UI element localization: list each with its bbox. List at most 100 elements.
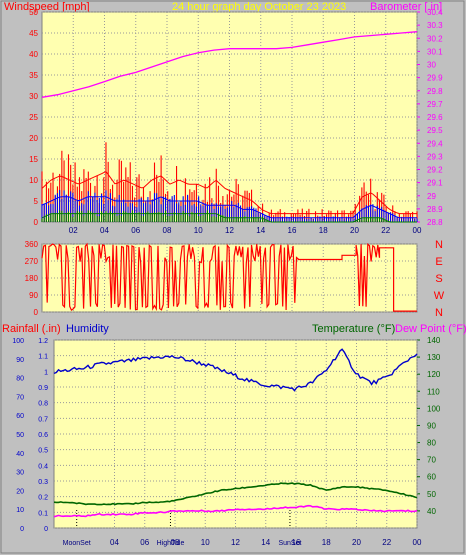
compass-label: N: [435, 307, 443, 319]
temperature-tick: 120: [427, 370, 441, 379]
barometer-tick: 29.7: [427, 100, 443, 109]
windspeed-tick: 10: [29, 176, 38, 185]
humidity-tick: 90: [16, 357, 24, 364]
barometer-tick: 30.4: [427, 8, 443, 17]
barometer-tick: 30.1: [427, 47, 443, 56]
wind-trace: [41, 213, 417, 223]
barometer-tick: 29: [427, 192, 436, 201]
climate-hour-tick: 22: [382, 538, 391, 547]
temperature-axis-title: Temperature (°F): [312, 323, 395, 335]
rainfall-tick: 0.7: [38, 416, 48, 423]
event-markers: MoonSet HighTide SunSet: [63, 510, 301, 547]
humidity-axis-title: Humidity: [66, 323, 109, 335]
barometer-tick: 29.3: [427, 152, 443, 161]
humidity-tick: 30: [16, 470, 24, 477]
direction-degree-tick: 90: [29, 291, 38, 300]
rainfall-tick: 1.1: [38, 354, 48, 361]
humidity-tick: 70: [16, 394, 24, 401]
barometer-tick: 29.1: [427, 179, 443, 188]
barometer-tick: 30.3: [427, 21, 443, 30]
climate-hour-tick: 10: [201, 538, 210, 547]
wind-hour-tick: 02: [69, 226, 78, 235]
compass-label: E: [435, 256, 442, 268]
wind-hour-tick: 16: [288, 226, 297, 235]
direction-degree-tick: 270: [25, 257, 39, 266]
windspeed-tick: 35: [29, 71, 38, 80]
compass-label: N: [435, 239, 443, 251]
rainfall-tick: 0.1: [38, 510, 48, 517]
windspeed-tick: 5: [34, 197, 39, 206]
rainfall-tick: 1: [44, 369, 48, 376]
humidity-tick: 80: [16, 376, 24, 383]
barometer-tick: 29.6: [427, 113, 443, 122]
graph-date-title: 24 hour graph day October 23 2023: [172, 1, 346, 13]
barometer-tick: 28.8: [427, 218, 443, 227]
barometer-tick: 29.9: [427, 74, 443, 83]
wind-hour-tick: 04: [100, 226, 109, 235]
windspeed-tick-labels: 0 5 10 15 20 25 30 35 40 45 50: [29, 8, 38, 227]
climate-hour-tick: 08: [171, 538, 180, 547]
wind-hour-tick: 22: [381, 226, 390, 235]
barometer-tick: 30: [427, 61, 436, 70]
climate-grid: [54, 339, 420, 529]
temperature-tick: 110: [427, 387, 440, 396]
windspeed-axis-title: Windspeed [mph]: [4, 1, 90, 13]
climate-hour-tick: 20: [352, 538, 361, 547]
temperature-tick: 50: [427, 490, 436, 499]
temperature-tick: 70: [427, 456, 436, 465]
climate-hour-tick: 04: [110, 538, 119, 547]
event-marker-label: SunSet: [278, 540, 301, 547]
climate-hour-tick: 12: [231, 538, 240, 547]
humidity-line: [53, 348, 418, 392]
windspeed-tick: 20: [29, 134, 38, 143]
barometer-tick: 29.8: [427, 87, 443, 96]
temperature-tick: 90: [427, 421, 436, 430]
barometer-tick: 29.5: [427, 126, 443, 135]
wind-trace: [41, 196, 417, 219]
windspeed-tick: 15: [29, 155, 38, 164]
wind-hour-tick: 14: [256, 226, 265, 235]
wind-hour-tick: 08: [163, 226, 172, 235]
dew-point-line: [53, 504, 418, 518]
direction-degree-tick: 180: [25, 274, 39, 283]
barometer-tick: 28.9: [427, 205, 443, 214]
humidity-tick-labels: 0 10 20 30 40 50 60 70 80 90 100: [12, 338, 24, 533]
temperature-tick-labels: 40 50 60 70 80 90 100 110 120 130 140: [427, 336, 441, 516]
climate-hour-tick: 00: [413, 538, 422, 547]
wind-hour-tick-labels: 02 04 06 08 10 12 14 16 18 20 22 00: [69, 226, 422, 235]
compass-label: S: [435, 273, 442, 285]
humidity-tick: 100: [12, 338, 24, 345]
climate-hour-tick: 14: [261, 538, 270, 547]
rain-humidity-temperature-panel: MoonSet HighTide SunSet 0 0.1 0.2 0.3 0.4 0.5 0.…: [12, 336, 441, 547]
rainfall-tick: 0.9: [38, 385, 48, 392]
rainfall-tick: 0.3: [38, 479, 48, 486]
barometer-line: [41, 31, 418, 98]
humidity-tick: 0: [20, 526, 24, 533]
wind-hour-tick: 18: [319, 226, 328, 235]
humidity-tick: 20: [16, 488, 24, 495]
barometer-tick-labels: 28.8 28.9 29 29.1 29.2 29.3 29.4 29.5 29.6 29.7 29…: [427, 8, 443, 227]
rainfall-tick: 0.5: [38, 448, 48, 455]
barometer-tick: 30.2: [427, 34, 443, 43]
event-marker-label: HighTide: [157, 540, 185, 547]
rainfall-tick: 0: [44, 526, 48, 533]
rainfall-tick-labels: 0 0.1 0.2 0.3 0.4 0.5 0.6 0.7 0.8 0.9 1 1.1 1.2: [38, 338, 48, 533]
windspeed-tick: 0: [34, 218, 39, 227]
direction-degree-labels: 0 90 180 270 360: [25, 240, 39, 317]
temperature-tick: 100: [427, 404, 441, 413]
rainfall-axis-title: Rainfall (.in): [2, 323, 61, 335]
wind-hour-tick: 00: [413, 226, 422, 235]
event-marker-label: MoonSet: [63, 540, 91, 547]
barometer-axis-title: Barometer [.in]: [370, 1, 442, 13]
humidity-tick: 40: [16, 451, 24, 458]
temperature-line: [53, 482, 418, 506]
barometer-tick: 29.4: [427, 139, 443, 148]
humidity-tick: 50: [16, 432, 24, 439]
windspeed-tick: 45: [29, 29, 38, 38]
rainfall-tick: 0.6: [38, 432, 48, 439]
rainfall-tick: 0.2: [38, 495, 48, 502]
